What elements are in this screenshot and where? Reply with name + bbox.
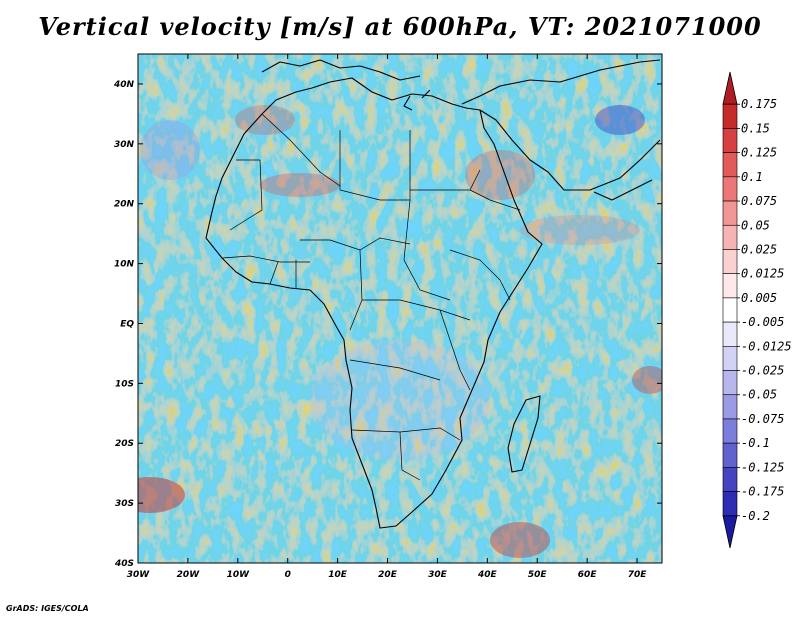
y-tick-label: 40N — [113, 80, 135, 90]
country-borders — [221, 113, 521, 481]
colorbar-bin — [722, 224, 738, 250]
colorbar-label: 0.1 — [741, 170, 763, 184]
colorbar — [722, 71, 740, 549]
colorbar-label: -0.125 — [741, 460, 784, 474]
y-tick-label: 20S — [115, 439, 134, 449]
map-frame — [137, 53, 663, 564]
colorbar-label: 0.005 — [741, 291, 777, 305]
x-tick-label: 30W — [127, 570, 151, 580]
colorbar-label: -0.2 — [741, 509, 770, 523]
x-tick-label: 30E — [428, 570, 448, 580]
colorbar-bin — [722, 467, 738, 492]
colorbar-label: 0.05 — [741, 218, 770, 232]
colorbar-bin — [722, 176, 738, 202]
colorbar-label: -0.005 — [741, 315, 784, 329]
colorbar-bin — [722, 515, 738, 549]
velocity-field — [138, 54, 662, 563]
colorbar-bin — [722, 71, 738, 105]
y-axis-labels: 40N 30N 20N 10N EQ 10S 20S 30S 40S — [113, 80, 135, 569]
colorbar-label: -0.05 — [741, 388, 777, 402]
colorbar-bin — [722, 249, 738, 274]
x-tick-label: 60E — [578, 570, 598, 580]
colorbar-label: 0.025 — [741, 242, 777, 256]
x-tick-label: 40E — [477, 570, 498, 580]
y-tick-label: 40S — [114, 559, 134, 569]
x-tick-label: 10E — [328, 570, 348, 580]
colorbar-bin — [722, 321, 738, 347]
colorbar-bin — [722, 103, 738, 129]
x-tick-label: 0 — [285, 570, 291, 580]
colorbar-bin — [722, 370, 738, 396]
y-tick-label: 30N — [114, 140, 135, 150]
colorbar-label: 0.15 — [741, 121, 770, 135]
colorbar-label: 0.125 — [741, 146, 777, 160]
coastlines — [205, 59, 661, 529]
x-tick-label: 70E — [628, 570, 648, 580]
colorbar-label: -0.025 — [741, 364, 784, 378]
colorbar-label: 0.075 — [741, 194, 777, 208]
colorbar-label: -0.175 — [741, 485, 784, 499]
map-title: Vertical velocity [m/s] at 600hPa, VT: 2… — [38, 12, 762, 41]
x-axis-labels: 30W 20W 10W 0 10E 20E 30E 40E 50E 60E 70E — [127, 570, 647, 580]
colorbar-bin — [722, 152, 738, 178]
y-tick-label: 10S — [115, 379, 134, 389]
colorbar-bin — [722, 346, 738, 371]
colorbar-bin — [722, 200, 738, 226]
colorbar-bin — [722, 491, 738, 517]
colorbar-label: -0.075 — [741, 412, 784, 426]
y-tick-label: 30S — [115, 499, 134, 509]
y-tick-label: 20N — [114, 200, 135, 210]
colorbar-label: -0.0125 — [741, 339, 792, 353]
colorbar-bin — [722, 442, 738, 468]
colorbar-label: 0.0125 — [741, 267, 784, 281]
colorbar-bin — [722, 273, 738, 299]
x-tick-label: 10W — [227, 570, 251, 580]
colorbar-bin — [722, 418, 738, 444]
colorbar-label: -0.1 — [741, 436, 770, 450]
y-tick-label: 10N — [114, 260, 135, 270]
x-tick-label: 20E — [378, 570, 398, 580]
x-tick-label: 20W — [177, 570, 201, 580]
colorbar-labels: 0.175 0.15 0.125 0.1 0.075 0.05 0.025 0.0125 0.0… — [741, 97, 792, 523]
colorbar-bin — [722, 297, 738, 323]
colorbar-bin — [722, 128, 738, 153]
colorbar-label: 0.175 — [741, 97, 777, 111]
axis-ticks — [137, 54, 662, 564]
colorbar-bin — [722, 394, 738, 420]
grads-credit: GrADS: IGES/COLA — [6, 604, 89, 613]
y-tick-label: EQ — [120, 319, 134, 329]
x-tick-label: 50E — [528, 570, 548, 580]
